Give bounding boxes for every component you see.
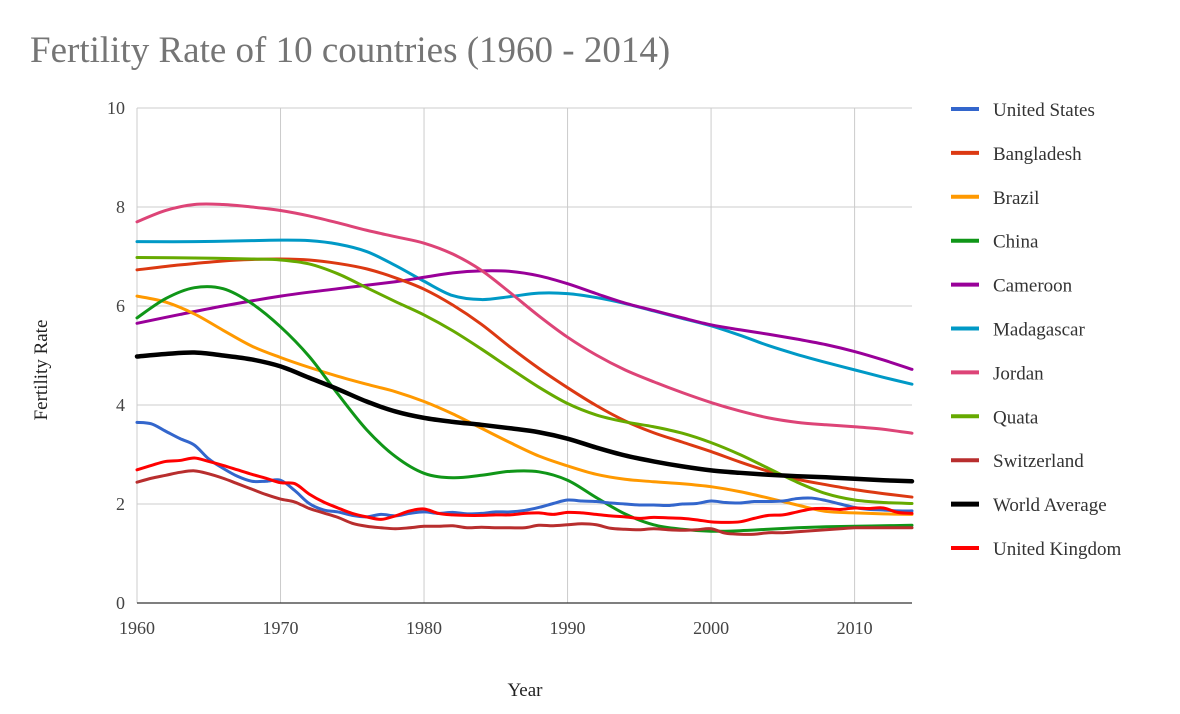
legend-label: World Average (993, 495, 1107, 516)
legend-label: China (993, 232, 1039, 253)
series-line-united-states (135, 420, 914, 519)
y-tick-labels: 0 2 4 6 8 10 (107, 98, 125, 613)
series-line-cameroon (135, 269, 914, 371)
legend-label: Switzerland (993, 451, 1084, 472)
legend-label: Cameroon (993, 276, 1073, 297)
legend-item-brazil[interactable]: Brazil (951, 188, 1039, 209)
plot-area (134, 202, 915, 536)
x-tick-labels: 1960 1970 1980 1990 2000 2010 (119, 618, 873, 638)
legend-item-cameroon[interactable]: Cameroon (951, 276, 1073, 297)
series-line-madagascar (135, 238, 914, 386)
x-tick-label: 1980 (406, 618, 442, 638)
x-tick-label: 1990 (550, 618, 586, 638)
x-axis-title: Year (507, 680, 543, 701)
legend-label: Quata (993, 407, 1039, 428)
legend-item-china[interactable]: China (951, 232, 1039, 253)
series-line-world-average (134, 350, 915, 484)
series-line-quata (135, 255, 914, 505)
legend-label: United Kingdom (993, 539, 1121, 560)
legend-item-jordan[interactable]: Jordan (951, 363, 1044, 384)
legend-item-madagascar[interactable]: Madagascar (951, 320, 1085, 341)
legend-label: Brazil (993, 188, 1039, 209)
series-line-china (135, 285, 914, 533)
y-tick-label: 0 (116, 593, 125, 613)
y-tick-label: 10 (107, 98, 125, 118)
x-tick-label: 2000 (693, 618, 729, 638)
y-tick-label: 2 (116, 494, 125, 514)
legend: United States Bangladesh Brazil China Camero… (951, 100, 1121, 560)
y-tick-label: 4 (116, 395, 125, 415)
legend-item-world-average[interactable]: World Average (951, 495, 1107, 516)
legend-label: United States (993, 100, 1095, 121)
series-line-united-kingdom (135, 456, 914, 524)
legend-item-quata[interactable]: Quata (951, 407, 1039, 428)
legend-label: Madagascar (993, 320, 1085, 341)
y-tick-label: 6 (116, 296, 125, 316)
series-line-switzerland (135, 469, 914, 536)
chart-title: Fertility Rate of 10 countries (1960 - 2… (30, 30, 670, 71)
x-tick-label: 1960 (119, 618, 155, 638)
y-tick-label: 8 (116, 197, 125, 217)
legend-label: Bangladesh (993, 144, 1082, 165)
series-line-jordan (135, 202, 914, 435)
legend-item-united-states[interactable]: United States (951, 100, 1095, 121)
x-tick-label: 1970 (263, 618, 299, 638)
legend-item-switzerland[interactable]: Switzerland (951, 451, 1084, 472)
legend-label: Jordan (993, 363, 1044, 384)
legend-item-bangladesh[interactable]: Bangladesh (951, 144, 1082, 165)
x-tick-label: 2010 (837, 618, 873, 638)
legend-item-united-kingdom[interactable]: United Kingdom (951, 539, 1121, 560)
y-axis-title: Fertility Rate (31, 320, 52, 421)
